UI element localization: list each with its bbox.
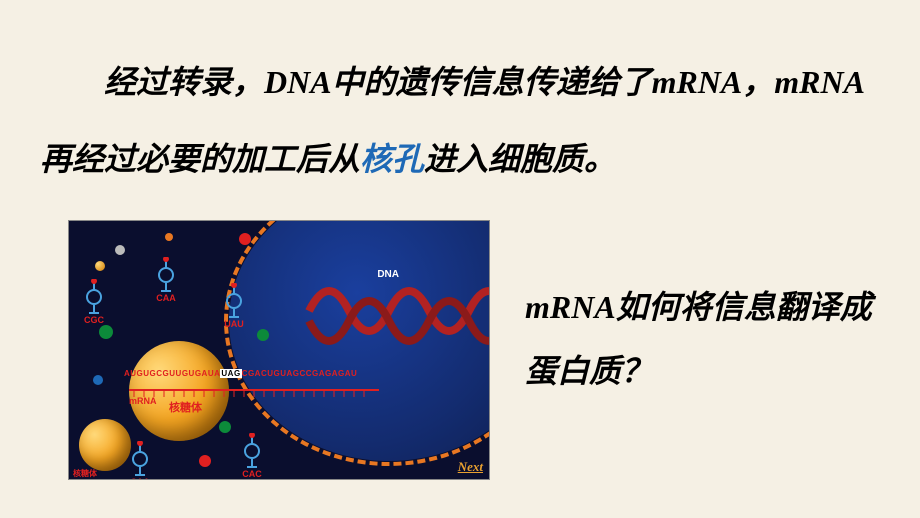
particle-3 xyxy=(257,329,269,341)
trna-2 xyxy=(219,283,249,319)
seq-stop: UAG xyxy=(220,369,241,378)
mrna-strand xyxy=(129,389,379,409)
para-part2: 进入细胞质。 xyxy=(424,141,616,177)
biology-diagram: DNA AUGUGCGUUGUGAUAUAGCGACUGUAGCCGAGAGAU… xyxy=(68,220,490,480)
trna-label-1: CAA xyxy=(151,293,181,303)
particle-5 xyxy=(199,455,211,467)
particle-7 xyxy=(165,233,173,241)
ribosome-small-label: 核糖体 xyxy=(73,468,97,479)
particle-1 xyxy=(239,233,251,245)
next-button[interactable]: Next xyxy=(458,459,483,475)
seq-pre: AUGUGCGUUGUGAUA xyxy=(124,369,220,378)
trna-0 xyxy=(79,279,109,315)
ribosome-tiny xyxy=(95,261,105,271)
trna-label-2: UAU xyxy=(219,319,249,329)
question-text: mRNA如何将信息翻译成蛋白质？ xyxy=(525,275,885,403)
mrna-sequence: AUGUGCGUUGUGAUAUAGCGACUGUAGCCGAGAGAU xyxy=(124,369,357,378)
intro-paragraph: 经过转录，DNA中的遗传信息传递给了mRNA，mRNA 再经过必要的加工后从核孔… xyxy=(40,44,880,198)
trna-1 xyxy=(151,257,181,293)
ribosome-small xyxy=(79,419,131,471)
trna-3 xyxy=(125,441,155,477)
trna-label-4: CAC xyxy=(237,469,267,479)
trna-4 xyxy=(237,433,267,469)
trna-label-3: CAA xyxy=(125,477,155,480)
particle-4 xyxy=(219,421,231,433)
particle-2 xyxy=(99,325,113,339)
seq-post: CGACUGUAGCCGAGAGAU xyxy=(242,369,358,378)
para-highlight: 核孔 xyxy=(360,141,424,177)
ribosome-label: 核糖体 xyxy=(169,399,202,415)
dna-label: DNA xyxy=(377,269,399,280)
trna-label-0: CGC xyxy=(79,315,109,325)
mrna-label: mRNA xyxy=(129,396,157,406)
particle-0 xyxy=(115,245,125,255)
particle-6 xyxy=(93,375,103,385)
